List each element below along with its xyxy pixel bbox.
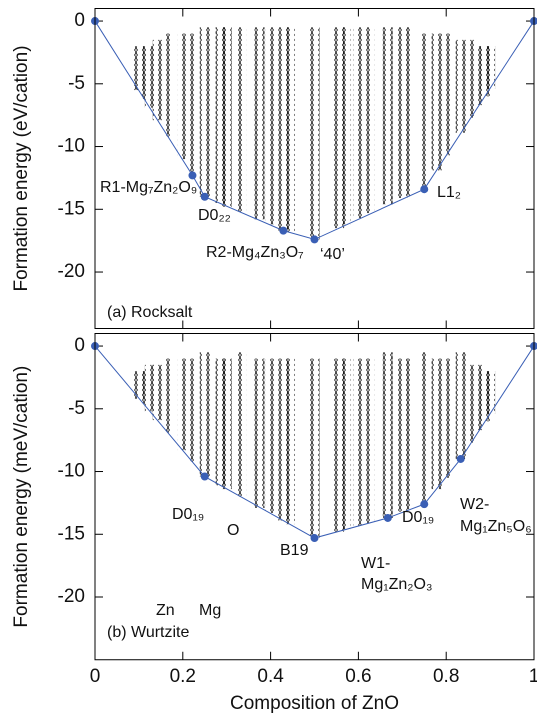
hull-point <box>201 193 209 201</box>
annotation: (b) Wurtzite <box>107 624 189 641</box>
annotation: W1- <box>361 555 390 572</box>
structure-cloud <box>403 27 413 195</box>
structure-cloud <box>456 40 466 133</box>
hull-point <box>188 171 196 179</box>
annotation: R2-Mg₄Zn₃O₇ <box>206 244 304 261</box>
structure-cloud <box>200 352 210 476</box>
annotation: Mg₁Zn₂O₃ <box>361 576 432 593</box>
structure-cloud <box>341 27 351 224</box>
hull-point <box>201 473 209 481</box>
x-tick-label: 0.6 <box>345 666 371 687</box>
annotation: D0₂₂ <box>198 207 231 224</box>
structure-cloud <box>187 359 197 462</box>
x-tick-label: 0.2 <box>170 666 196 687</box>
structure-cloud <box>187 34 197 176</box>
y-tick-label: -15 <box>58 523 85 544</box>
structure-cloud <box>364 27 374 213</box>
x-tick-label: 1 <box>529 666 537 687</box>
annotation: Mg₁Zn₅O₆ <box>460 518 532 535</box>
x-tick-label: 0.4 <box>257 666 284 687</box>
structure-cloud <box>432 34 442 171</box>
x-axis-label: Composition of ZnO <box>230 693 399 714</box>
structure-cloud <box>285 359 295 525</box>
y-tick-label: -20 <box>58 261 85 282</box>
structure-cloud <box>222 359 232 490</box>
annotation: B19 <box>280 542 309 559</box>
structure-cloud <box>236 352 246 496</box>
structure-cloud <box>266 359 276 513</box>
structure-cloud <box>222 27 232 206</box>
structure-cloud <box>341 359 351 530</box>
structure-cloud <box>419 352 429 504</box>
annotation: R1-Mg₇Zn₂O₉ <box>100 179 197 196</box>
structure-cloud <box>403 359 413 510</box>
y-tick-label: -5 <box>68 73 85 94</box>
y-tick-label: 0 <box>74 335 85 356</box>
structure-cloud <box>310 359 320 538</box>
structure-cloud <box>383 352 393 518</box>
hull-point <box>311 235 319 243</box>
structure-cloud <box>200 27 210 196</box>
structure-cloud <box>419 34 429 190</box>
annotation: W2- <box>460 496 489 513</box>
structure-cloud <box>353 359 363 526</box>
hull-point <box>384 514 392 522</box>
structure-cloud <box>432 359 442 490</box>
structure-cloud <box>353 27 363 218</box>
annotation: ‘40’ <box>320 246 345 263</box>
annotation: D0₁₉ <box>172 506 204 523</box>
annotation: L1₂ <box>437 184 461 201</box>
y-tick-label: 0 <box>74 10 85 31</box>
structure-cloud <box>383 27 393 204</box>
structure-cloud <box>236 27 246 211</box>
hull-point <box>420 500 428 508</box>
y-tick-label: -20 <box>58 586 85 607</box>
structure-cloud <box>153 40 163 120</box>
annotation: Zn <box>156 602 175 619</box>
structure-cloud <box>178 34 188 159</box>
annotation: D0₁₉ <box>402 509 434 526</box>
structure-cloud <box>255 359 265 508</box>
annotation: (a) Rocksalt <box>107 304 193 321</box>
x-tick-label: 0.8 <box>433 666 459 687</box>
structure-cloud <box>456 352 466 459</box>
structure-cloud <box>163 359 173 433</box>
hull-point <box>457 455 465 463</box>
figure: 0 -5 -10 -15 -20 Formation energy (eV/cation)… <box>0 0 537 719</box>
structure-cloud <box>310 27 320 239</box>
structure-cloud <box>163 34 173 137</box>
y-tick-label: -15 <box>58 198 85 219</box>
y-tick-label: -5 <box>68 398 85 419</box>
annotation: O <box>227 522 239 539</box>
annotation: Mg <box>199 602 221 619</box>
structure-cloud <box>255 27 265 219</box>
hull-point <box>279 227 287 235</box>
structure-cloud <box>441 34 451 156</box>
y-tick-label: -10 <box>58 136 85 157</box>
structure-cloud <box>153 365 163 420</box>
y-tick-label: -10 <box>58 461 85 482</box>
hull-point <box>311 534 319 542</box>
y-axis-label: Formation energy (meV/cation) <box>11 366 32 628</box>
structure-cloud <box>285 27 295 232</box>
y-axis-label: Formation energy (eV/cation) <box>11 45 32 291</box>
structure-cloud <box>441 359 451 478</box>
structure-cloud <box>266 27 276 224</box>
structure-cloud <box>364 359 374 523</box>
x-tick-label: 0 <box>90 666 101 687</box>
structure-cloud <box>178 359 188 451</box>
hull-point <box>420 185 428 193</box>
